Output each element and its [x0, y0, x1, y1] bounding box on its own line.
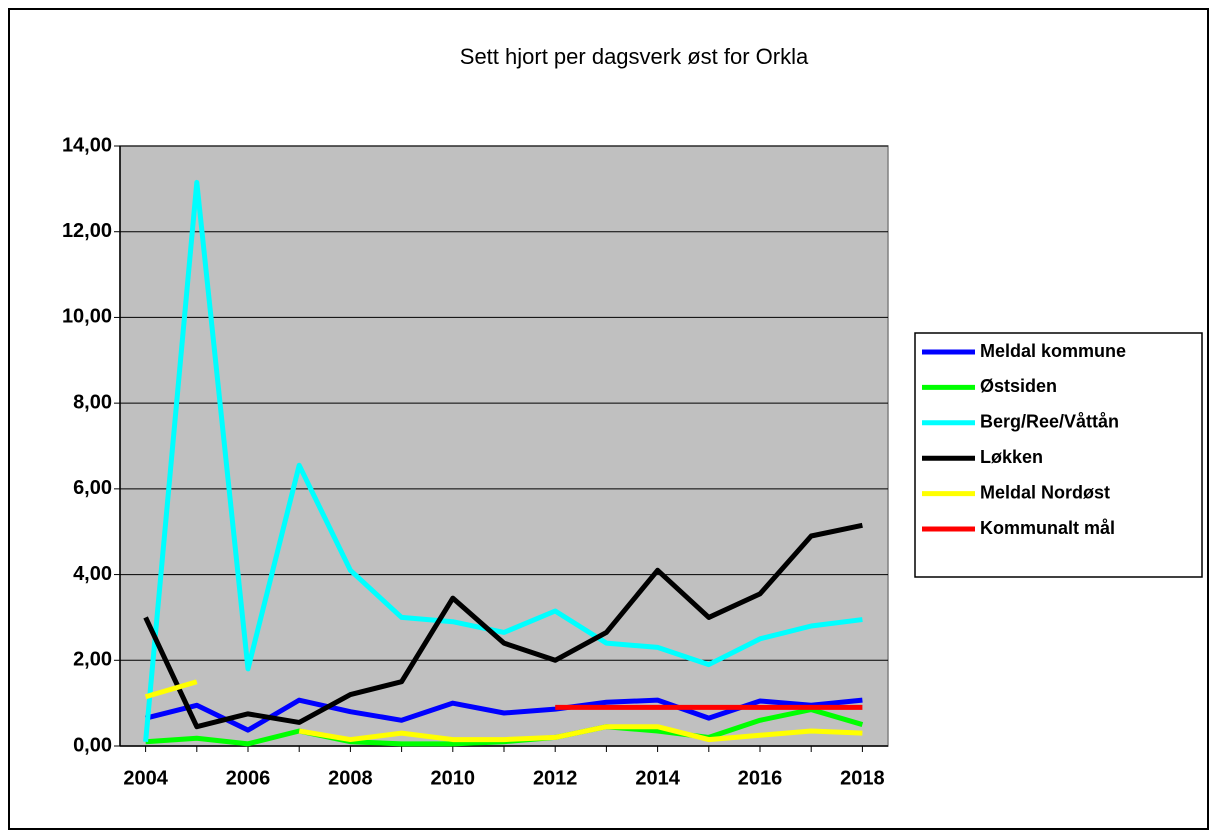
y-tick-label: 2,00 — [73, 649, 112, 671]
series-line — [144, 679, 863, 743]
series-line — [143, 179, 863, 742]
y-tick-label: 10,00 — [62, 306, 112, 328]
x-tick-label: 2018 — [840, 767, 885, 789]
legend-label: Østsiden — [980, 376, 1057, 396]
x-tick-label: 2006 — [226, 767, 271, 789]
legend — [914, 332, 1203, 578]
y-tick-label: 8,00 — [73, 391, 112, 413]
x-tick-label: 2010 — [431, 767, 476, 789]
x-tick-label: 2012 — [533, 767, 578, 789]
legend-label: Meldal kommune — [980, 341, 1126, 361]
plot-area — [119, 145, 889, 747]
y-tick-label: 4,00 — [73, 563, 112, 585]
y-tick-label: 0,00 — [73, 734, 112, 756]
y-tick-label: 14,00 — [62, 134, 112, 156]
x-tick-label: 2008 — [328, 767, 373, 789]
legend-label: Løkken — [980, 447, 1043, 467]
legend-label: Meldal Nordøst — [980, 482, 1110, 502]
y-tick-label: 6,00 — [73, 477, 112, 499]
x-tick-label: 2016 — [738, 767, 783, 789]
x-tick-label: 2014 — [635, 767, 680, 789]
x-tick-label: 2004 — [123, 767, 168, 789]
legend-label: Kommunalt mål — [980, 518, 1115, 538]
y-tick-label: 12,00 — [62, 220, 112, 242]
chart-title: Sett hjort per dagsverk øst for Orkla — [460, 44, 809, 69]
series-line — [143, 522, 863, 730]
legend-label: Berg/Ree/Våttån — [980, 412, 1119, 432]
